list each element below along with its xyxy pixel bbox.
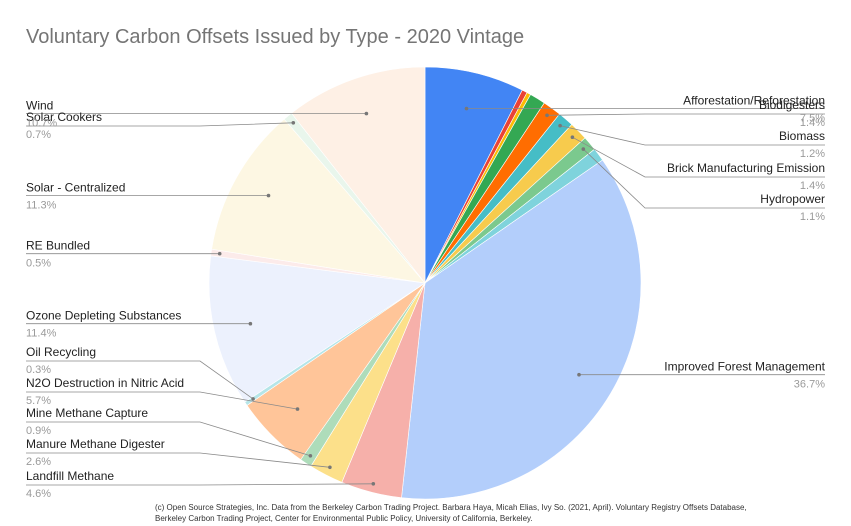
leader-line-oil-recycling [26, 360, 254, 400]
leader-dot-re-bundled [217, 251, 222, 256]
slice-label-solar-cookers: Solar Cookers [26, 110, 102, 124]
slice-label-hydropower: Hydropower [760, 192, 825, 206]
slice-percent-mine-methane-capture: 0.9% [26, 425, 51, 437]
leader-line-brick-manufacturing-emission [572, 136, 825, 178]
leader-line-biomass [560, 125, 825, 146]
slice-percent-afforestation-reforestation: 7.5% [800, 113, 825, 125]
slice-label-landfill-methane: Landfill Methane [26, 469, 114, 483]
leader-dot-brick-manufacturing-emission [570, 135, 575, 139]
leader-dot-n2o-destruction-in-nitric-acid [295, 407, 300, 411]
chart-title: Voluntary Carbon Offsets Issued by Type … [26, 26, 525, 48]
leader-dot-improved-forest-management [577, 372, 581, 377]
slice-label-wind: Wind [26, 99, 53, 113]
leader-line-mine-methane-capture [26, 421, 311, 457]
leader-dot-landfill-methane [371, 482, 376, 486]
slice-percent-ozone-depleting-substances: 11.4% [26, 328, 57, 340]
leader-dot-solar-cookers [291, 121, 296, 125]
leader-dot-biomass [558, 123, 562, 128]
leader-dot-afforestation-reforestation [464, 106, 469, 111]
slice-label-ozone-depleting-substances: Ozone Depleting Substances [26, 309, 181, 323]
slice-percent-hydropower: 1.1% [800, 211, 825, 223]
leader-dot-wind [364, 111, 369, 116]
slice-percent-brick-manufacturing-emission: 1.4% [800, 180, 825, 192]
slice-percent-improved-forest-management: 36.7% [794, 379, 825, 391]
slice-percent-oil-recycling: 0.3% [26, 364, 51, 376]
footnote-line-1: (c) Open Source Strategies, Inc. Data fr… [155, 503, 747, 512]
leader-dot-ozone-depleting-substances [248, 321, 253, 326]
leader-line-manure-methane-digester [26, 452, 330, 468]
footnote-line-2: Berkeley Carbon Trading Project, Center … [155, 514, 533, 523]
slice-percent-biomass: 1.2% [800, 148, 825, 160]
slice-percent-solar-cookers: 0.7% [26, 129, 51, 141]
leader-dot-manure-methane-digester [328, 465, 332, 470]
leader-line-landfill-methane [26, 483, 374, 486]
leader-line-solar-cookers [26, 122, 294, 127]
slice-percent-manure-methane-digester: 2.6% [26, 456, 51, 468]
leader-dot-mine-methane-capture [308, 454, 313, 458]
source-footnote: (c) Open Source Strategies, Inc. Data fr… [155, 502, 747, 524]
slice-labels: Afforestation/Reforestation 7.5%Biodigest… [26, 94, 826, 500]
leader-lines [26, 106, 825, 486]
slice-percent-n2o-destruction-in-nitric-acid: 5.7% [26, 395, 51, 407]
leader-dot-hydropower [581, 147, 586, 151]
slice-label-brick-manufacturing-emission: Brick Manufacturing Emission [667, 161, 825, 175]
slice-percent-re-bundled: 0.5% [26, 258, 51, 270]
leader-line-hydropower [583, 148, 825, 209]
slice-label-biomass: Biomass [779, 129, 825, 143]
leader-dot-oil-recycling [251, 397, 255, 401]
pie-slice-solar-centralized [211, 118, 426, 284]
slice-label-manure-methane-digester: Manure Methane Digester [26, 437, 165, 451]
slice-label-solar-centralized: Solar - Centralized [26, 181, 125, 195]
pie-slice-wind [291, 66, 426, 284]
leader-line-n2o-destruction-in-nitric-acid [26, 391, 298, 410]
slice-label-n2o-destruction-in-nitric-acid: N2O Destruction in Nitric Acid [26, 376, 184, 390]
slice-label-improved-forest-management: Improved Forest Management [664, 360, 825, 374]
slice-label-oil-recycling: Oil Recycling [26, 345, 96, 359]
pie-slices [208, 66, 642, 500]
slice-percent-landfill-methane: 4.6% [26, 488, 51, 500]
slice-label-re-bundled: RE Bundled [26, 239, 90, 253]
slice-percent-wind: 10.7% [26, 118, 57, 130]
leader-dot-biodigesters [545, 113, 549, 118]
pie-slice-afforestation-reforestation [424, 66, 523, 284]
slice-label-afforestation-reforestation: Afforestation/Reforestation [683, 94, 825, 108]
pie-slice-improved-forest-management [401, 159, 642, 500]
leader-dot-solar-centralized [266, 193, 271, 198]
slice-label-mine-methane-capture: Mine Methane Capture [26, 406, 148, 420]
pie-slice-ozone-depleting-substances [208, 255, 426, 403]
slice-label-biodigesters: Biodigesters [759, 98, 825, 112]
slice-percent-solar-centralized: 11.3% [26, 200, 57, 212]
slice-percent-biodigesters: 1.4% [800, 117, 825, 129]
leader-line-biodigesters [546, 113, 825, 116]
